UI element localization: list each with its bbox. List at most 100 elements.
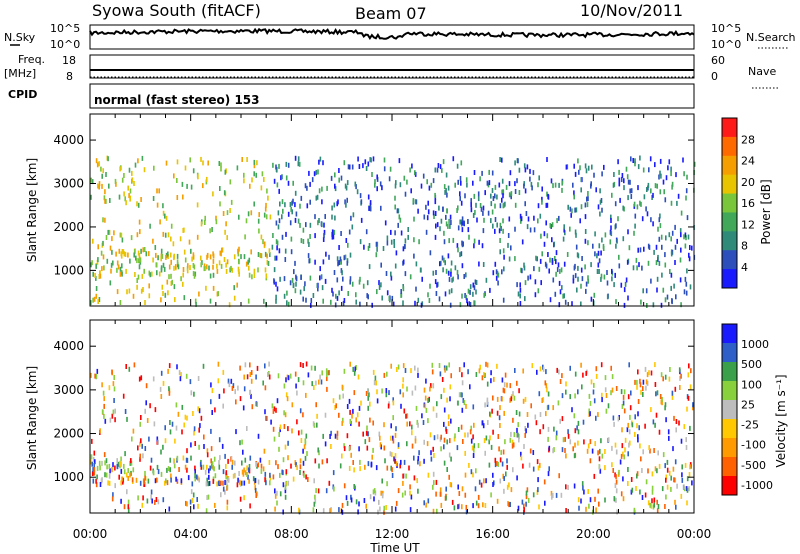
power-cell bbox=[139, 257, 142, 263]
power-cell bbox=[597, 204, 600, 210]
power-cell bbox=[367, 245, 370, 251]
power-cell bbox=[263, 212, 266, 218]
velocity-cell bbox=[197, 503, 199, 509]
power-cell bbox=[97, 183, 99, 189]
velocity-cell bbox=[322, 433, 324, 439]
power-cell bbox=[305, 297, 307, 303]
power-cell bbox=[364, 159, 367, 165]
power-cell bbox=[179, 236, 182, 242]
power-cell bbox=[268, 248, 271, 254]
velocity-cell bbox=[692, 402, 694, 408]
velocity-cell bbox=[629, 405, 632, 411]
power-cell bbox=[494, 193, 496, 199]
power-cell bbox=[316, 194, 319, 200]
power-cell bbox=[338, 290, 340, 296]
velocity-cell bbox=[509, 502, 511, 507]
power-colorbar-tick: 8 bbox=[741, 240, 748, 253]
velocity-cell bbox=[513, 432, 516, 438]
power-cell bbox=[594, 251, 596, 257]
velocity-cell bbox=[111, 413, 114, 419]
velocity-cell bbox=[616, 509, 618, 515]
velocity-cell bbox=[311, 381, 313, 387]
velocity-cell bbox=[348, 446, 351, 452]
velocity-cell bbox=[305, 392, 307, 398]
power-cell bbox=[131, 177, 134, 183]
velocity-cell bbox=[139, 421, 141, 427]
velocity-cell bbox=[548, 466, 550, 472]
power-cell bbox=[394, 195, 396, 201]
velocity-cell bbox=[597, 412, 599, 418]
power-cell bbox=[573, 190, 575, 196]
velocity-cell bbox=[353, 390, 356, 396]
velocity-cell bbox=[252, 476, 255, 482]
power-cell bbox=[114, 178, 117, 184]
power-cell bbox=[335, 293, 337, 299]
power-cell bbox=[664, 197, 667, 203]
velocity-cell bbox=[620, 491, 623, 497]
velocity-cell bbox=[402, 473, 404, 479]
power-cell bbox=[630, 188, 633, 194]
velocity-cell bbox=[168, 363, 171, 369]
velocity-cell bbox=[548, 445, 551, 451]
power-cell bbox=[662, 287, 665, 293]
velocity-cell bbox=[142, 453, 144, 459]
velocity-cell bbox=[367, 388, 369, 394]
power-cell bbox=[381, 295, 383, 301]
velocity-cell bbox=[621, 443, 624, 449]
velocity-cell bbox=[225, 470, 228, 476]
power-cell bbox=[399, 217, 402, 223]
power-cell bbox=[264, 251, 267, 257]
velocity-cell bbox=[114, 417, 116, 423]
velocity-cell bbox=[294, 371, 297, 377]
velocity-cell bbox=[312, 507, 315, 513]
power-cell bbox=[131, 170, 133, 176]
power-cell bbox=[281, 214, 283, 220]
velocity-cell bbox=[627, 481, 629, 486]
power-cell bbox=[233, 295, 236, 301]
power-cell bbox=[164, 213, 166, 219]
power-cell bbox=[438, 205, 440, 211]
power-cell bbox=[136, 232, 139, 238]
velocity-cell bbox=[523, 509, 525, 515]
power-cell bbox=[660, 234, 663, 240]
power-cell bbox=[381, 185, 383, 191]
power-cell bbox=[537, 203, 540, 209]
velocity-cell bbox=[628, 442, 630, 448]
power-cell bbox=[156, 202, 159, 208]
velocity-cell bbox=[94, 373, 96, 379]
power-cell bbox=[358, 279, 361, 285]
velocity-cell bbox=[449, 438, 451, 444]
velocity-cell bbox=[681, 464, 683, 470]
velocity-cell bbox=[364, 464, 366, 470]
power-cell bbox=[674, 260, 676, 265]
power-cell bbox=[461, 216, 464, 222]
power-cell bbox=[580, 267, 583, 273]
power-cell bbox=[155, 252, 157, 258]
velocity-cell bbox=[224, 453, 226, 459]
velocity-cell bbox=[686, 500, 688, 506]
power-cell bbox=[469, 289, 471, 295]
power-cell bbox=[98, 161, 100, 167]
power-cell bbox=[189, 265, 191, 270]
velocity-cell bbox=[521, 499, 524, 505]
power-cell bbox=[247, 298, 250, 304]
velocity-cell bbox=[244, 362, 247, 368]
velocity-cell bbox=[127, 475, 129, 481]
power-cell bbox=[294, 155, 297, 161]
power-cell bbox=[404, 271, 407, 277]
velocity-cell bbox=[210, 446, 213, 452]
velocity-cell bbox=[313, 385, 315, 390]
power-cell bbox=[622, 236, 625, 242]
velocity-cell bbox=[392, 438, 395, 444]
power-cell bbox=[389, 166, 392, 172]
power-cell bbox=[102, 217, 104, 223]
power-cell bbox=[499, 249, 501, 255]
power-cell bbox=[442, 206, 444, 212]
power-cell bbox=[438, 296, 441, 302]
power-cell bbox=[625, 166, 628, 172]
velocity-cell bbox=[426, 441, 429, 447]
velocity-cell bbox=[374, 375, 377, 381]
velocity-cell bbox=[190, 489, 193, 495]
power-cell bbox=[231, 267, 233, 273]
